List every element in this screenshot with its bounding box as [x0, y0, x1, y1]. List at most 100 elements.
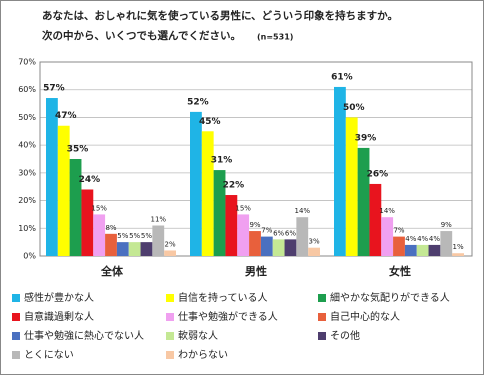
- bar: [93, 214, 106, 256]
- value-label: 4%: [429, 235, 440, 243]
- y-tick-label: 40%: [18, 141, 36, 150]
- value-label: 9%: [249, 221, 260, 229]
- x-tick-label: 全体: [100, 264, 124, 278]
- bar: [46, 98, 58, 257]
- bar: [381, 217, 394, 256]
- value-label: 4%: [405, 235, 416, 243]
- legend-label: 軟弱な人: [178, 329, 218, 342]
- bar: [357, 147, 370, 256]
- value-label: 50%: [343, 103, 365, 113]
- value-label: 3%: [309, 238, 320, 246]
- value-label: 8%: [105, 224, 116, 232]
- legend-swatch: [166, 351, 174, 359]
- bar: [393, 236, 405, 256]
- bar: [416, 244, 429, 256]
- value-label: 5%: [129, 232, 140, 240]
- bar: [201, 131, 214, 256]
- bar: [237, 214, 250, 256]
- bar: [452, 253, 464, 256]
- value-label: 1%: [453, 243, 464, 251]
- value-label: 14%: [379, 207, 395, 215]
- bar: [404, 244, 417, 256]
- legend-swatch: [166, 294, 174, 302]
- y-tick-label: 10%: [18, 224, 36, 233]
- value-label: 14%: [294, 207, 310, 215]
- bar: [345, 117, 358, 256]
- value-label: 7%: [261, 227, 272, 235]
- y-tick-label: 30%: [18, 168, 36, 177]
- bar: [164, 250, 176, 256]
- legend-swatch: [12, 332, 20, 340]
- bar: [428, 244, 441, 256]
- legend-swatch: [166, 313, 174, 321]
- x-tick-label: 男性: [245, 264, 267, 278]
- value-label: 52%: [187, 97, 209, 107]
- chart-title: あなたは、おしゃれに気を使っている男性に、どういう印象を持ちますか。: [42, 9, 398, 22]
- chart-title: 次の中から、いくつでも選んでください。: [42, 29, 241, 42]
- legend-swatch: [318, 294, 326, 302]
- value-label: 5%: [141, 232, 152, 240]
- y-tick-label: 50%: [18, 113, 36, 122]
- legend-label: 仕事や勉強に熱心でない人: [24, 329, 144, 342]
- value-label: 15%: [235, 204, 251, 212]
- value-label: 57%: [43, 84, 65, 94]
- value-label: 6%: [273, 229, 284, 237]
- value-label: 11%: [150, 216, 166, 224]
- value-label: 39%: [355, 133, 377, 143]
- y-tick-label: 60%: [18, 85, 36, 94]
- bar: [152, 225, 165, 256]
- bar: [249, 231, 261, 256]
- bar: [296, 217, 309, 256]
- value-label: 4%: [417, 235, 428, 243]
- value-label: 24%: [79, 175, 101, 185]
- legend-label: 自意識過剰な人: [24, 310, 94, 323]
- bar: [334, 86, 346, 256]
- value-label: 61%: [331, 72, 353, 82]
- value-label: 22%: [223, 181, 245, 191]
- y-tick-label: 0%: [23, 252, 36, 261]
- bar: [190, 111, 202, 256]
- bar: [308, 247, 320, 256]
- value-label: 6%: [285, 229, 296, 237]
- chart-subtitle: (n=531): [257, 33, 293, 42]
- bar: [69, 159, 82, 256]
- legend-label: とくにない: [24, 349, 74, 361]
- legend-swatch: [12, 313, 20, 321]
- value-label: 31%: [211, 156, 233, 166]
- bar: [57, 125, 70, 256]
- bar: [140, 242, 153, 256]
- value-label: 2%: [165, 240, 176, 248]
- bar: [213, 170, 226, 256]
- value-label: 45%: [199, 117, 221, 127]
- bar: [440, 231, 453, 256]
- legend-label: 細やかな気配りができる人: [330, 291, 450, 304]
- value-label: 7%: [393, 227, 404, 235]
- bar: [225, 195, 238, 256]
- value-label: 5%: [117, 232, 128, 240]
- legend-swatch: [318, 313, 326, 321]
- value-label: 15%: [91, 204, 107, 212]
- bar: [128, 242, 141, 256]
- value-label: 9%: [441, 221, 452, 229]
- value-label: 35%: [67, 145, 89, 155]
- legend-label: わからない: [178, 349, 228, 361]
- legend-swatch: [166, 332, 174, 340]
- value-label: 26%: [367, 169, 389, 179]
- y-tick-label: 20%: [18, 196, 36, 205]
- bar: [81, 189, 94, 256]
- legend-label: その他: [330, 329, 360, 342]
- legend-label: 仕事や勉強ができる人: [178, 310, 278, 323]
- legend-label: 自信を持っている人: [178, 291, 268, 304]
- value-label: 47%: [55, 111, 77, 121]
- y-tick-label: 70%: [18, 58, 36, 67]
- legend-swatch: [12, 294, 20, 302]
- bar: [369, 183, 382, 256]
- bar: [260, 236, 273, 256]
- bar: [105, 233, 117, 256]
- legend-label: 感性が豊かな人: [24, 291, 94, 304]
- x-tick-label: 女性: [389, 264, 411, 278]
- bar: [272, 239, 285, 256]
- legend-swatch: [318, 332, 326, 340]
